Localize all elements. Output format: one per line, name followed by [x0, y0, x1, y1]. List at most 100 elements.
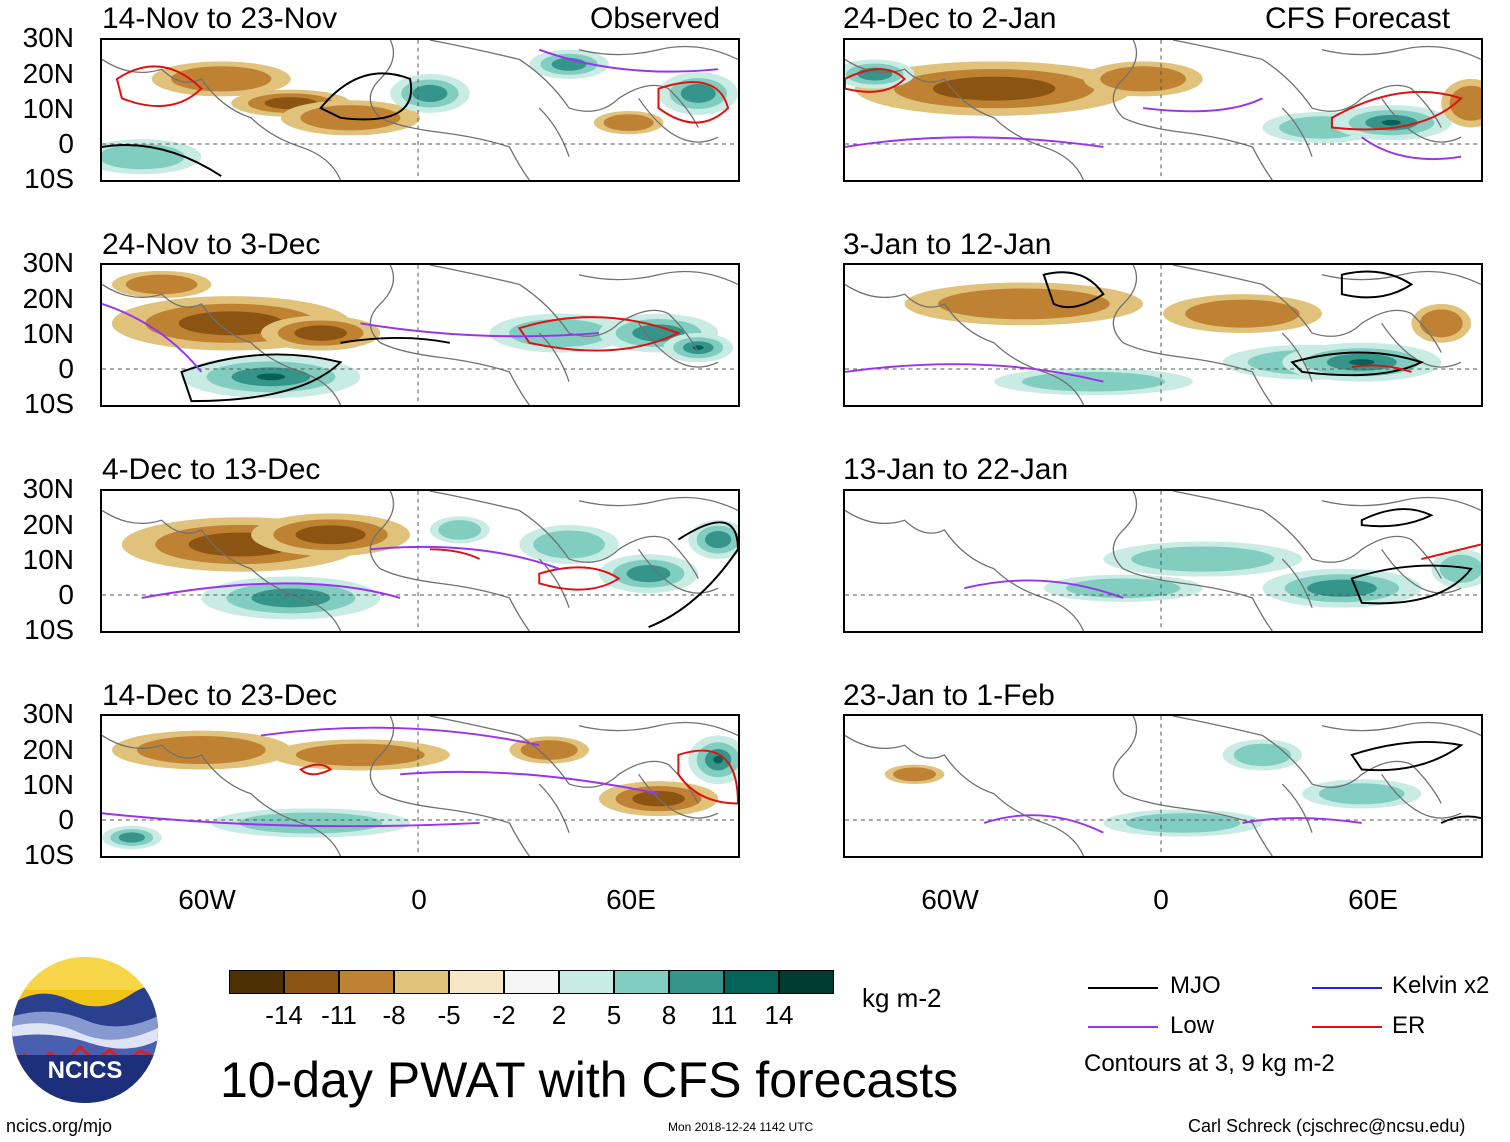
moist-anomaly — [102, 144, 185, 170]
contour-line — [319, 72, 413, 121]
contour-line — [1421, 543, 1481, 560]
lat-label: 0 — [58, 128, 74, 159]
coastline — [102, 734, 342, 856]
contour-line — [845, 136, 1104, 148]
coastline — [1172, 716, 1442, 804]
colorbar-label: -5 — [437, 1000, 461, 1030]
dry-anomaly — [932, 76, 1056, 101]
coastline — [369, 716, 530, 856]
colorbar-swatch — [669, 970, 724, 994]
coastline — [429, 716, 699, 804]
lat-label: 30N — [22, 698, 74, 729]
colorbar-label: 14 — [764, 1000, 794, 1030]
map-canvas — [845, 265, 1481, 405]
map-panel-7 — [843, 489, 1483, 633]
legend-low-label: Low — [1170, 1012, 1215, 1039]
coastline — [429, 40, 699, 128]
footer-timestamp: Mon 2018-12-24 1142 UTC — [668, 1120, 814, 1134]
colorbar-label: 5 — [606, 1000, 622, 1030]
contour-line — [1290, 351, 1424, 377]
footer-url: ncics.org/mjo — [6, 1116, 113, 1136]
dry-anomaly — [1419, 309, 1463, 338]
lat-label: 10N — [22, 544, 74, 575]
contour-line — [429, 548, 481, 560]
moist-anomaly — [251, 588, 331, 608]
contour-line — [538, 566, 621, 591]
legend-kelvin-line — [1312, 987, 1382, 989]
contour-line — [1350, 564, 1473, 605]
coastline — [1112, 491, 1273, 631]
coastline — [578, 721, 738, 737]
coastline — [429, 491, 699, 579]
coastline — [1112, 716, 1273, 856]
contour-line — [102, 144, 222, 177]
contour-line — [964, 579, 1124, 599]
colorbar-label: -11 — [321, 1000, 357, 1030]
legend-kelvin-label: Kelvin x2 — [1392, 972, 1490, 999]
lon-label-60w-right: 60W — [921, 884, 979, 915]
contour-line — [102, 302, 203, 373]
map-canvas — [102, 265, 738, 405]
footer-author: Carl Schreck (cjschrec@ncsu.edu) — [1188, 1116, 1466, 1136]
panel-title-8: 23-Jan to 1-Feb — [843, 679, 1055, 712]
contour-line — [340, 336, 451, 344]
coastline — [538, 783, 570, 833]
lat-label: 0 — [58, 804, 74, 835]
dry-anomaly — [1100, 66, 1187, 92]
moist-anomaly — [1021, 371, 1165, 392]
contour-line — [538, 48, 719, 73]
contour-line — [1330, 90, 1463, 131]
colorbar-swatch — [614, 970, 669, 994]
map-panel-6 — [843, 263, 1483, 407]
coastline — [1172, 265, 1442, 353]
dry-anomaly — [125, 274, 198, 295]
coastline — [429, 265, 699, 353]
legend-er-line — [1312, 1026, 1382, 1028]
lat-label: 30N — [22, 473, 74, 504]
moist-anomaly — [713, 755, 723, 764]
coastline — [638, 773, 719, 819]
colorbar-label: -8 — [382, 1000, 406, 1030]
contour-line — [141, 582, 401, 599]
dry-anomaly — [295, 525, 366, 545]
coastline — [845, 58, 1085, 180]
legend-mjo-line — [1088, 987, 1158, 989]
lat-label: 30N — [22, 247, 74, 278]
panel-title-6: 3-Jan to 12-Jan — [843, 228, 1052, 261]
coastline — [578, 496, 738, 512]
contour-line — [1042, 271, 1105, 309]
dry-anomaly — [295, 743, 425, 767]
coastline — [1381, 773, 1462, 819]
contour-line — [180, 353, 343, 403]
contour-line — [845, 68, 907, 93]
coastline — [102, 58, 342, 180]
colorbar-swatch — [779, 970, 834, 994]
dry-anomaly — [1449, 85, 1481, 121]
map-panel-2 — [100, 263, 740, 407]
moist-anomaly — [705, 531, 732, 549]
panel-title-4: 14-Dec to 23-Dec — [102, 679, 338, 712]
coastline — [638, 322, 719, 368]
colorbar-label: 8 — [661, 1000, 677, 1030]
colorbar-label: -14 — [265, 1000, 303, 1030]
coastline — [1381, 548, 1462, 594]
contour-line — [115, 65, 203, 108]
coastline — [638, 548, 719, 594]
contour-line — [648, 521, 738, 629]
forecast-label: CFS Forecast — [1265, 2, 1451, 35]
coastline — [1172, 491, 1442, 579]
lat-label: 10S — [24, 388, 74, 419]
map-panel-4 — [100, 714, 740, 858]
observed-label: Observed — [590, 2, 721, 35]
legend-er-label: ER — [1392, 1012, 1426, 1039]
moist-anomaly — [509, 319, 610, 348]
contour-line — [1350, 740, 1464, 772]
contour-line — [102, 812, 480, 828]
colorbar-label: -2 — [492, 1000, 516, 1030]
moist-anomaly — [1306, 579, 1377, 597]
coastline — [1281, 558, 1313, 608]
lat-label: 20N — [22, 58, 74, 89]
moist-anomaly — [118, 832, 145, 843]
colorbar-swatch — [559, 970, 614, 994]
map-canvas — [845, 40, 1481, 180]
